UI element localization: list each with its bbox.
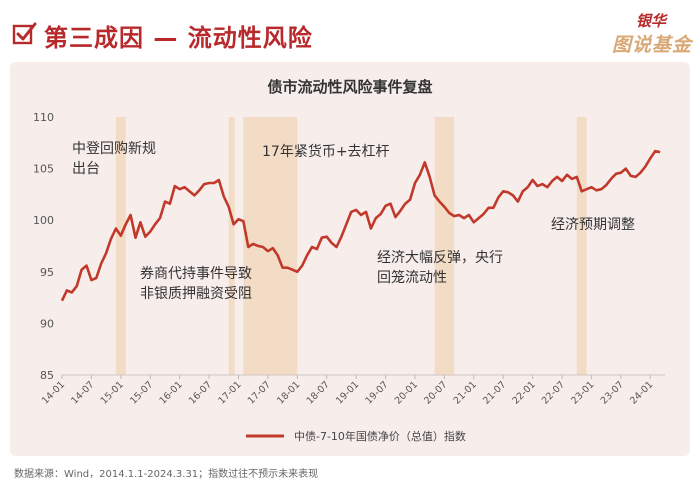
x-tick-label: 22-01: [510, 379, 537, 406]
annotation-2-line-1: 券商代持事件导致: [140, 266, 252, 282]
x-tick-label: 18-07: [305, 379, 332, 406]
shaded-period-2: [228, 117, 235, 375]
shaded-period-1: [115, 117, 126, 375]
x-tick-label: 17-01: [216, 379, 243, 406]
x-tick-label: 16-07: [187, 379, 214, 406]
annotation-4-line-2: 回笼流动性: [377, 269, 447, 286]
y-tick-label: 90: [40, 317, 54, 330]
y-tick-label: 105: [33, 163, 54, 176]
x-tick-label: 19-01: [334, 379, 361, 406]
annotation-2-line-2: 非银质押融资受阻: [140, 286, 252, 302]
annotation-1-line-1: 中登回购新规: [72, 141, 156, 157]
x-tick-label: 17-07: [246, 379, 273, 406]
y-tick-label: 100: [33, 214, 54, 227]
x-tick-label: 21-01: [452, 379, 479, 406]
x-tick-label: 15-07: [128, 379, 155, 406]
x-tick-label: 14-07: [69, 379, 96, 406]
brand-bottom-text: 图说基金: [611, 34, 692, 56]
y-tick-label: 95: [40, 266, 54, 279]
x-tick-label: 24-01: [628, 379, 655, 406]
legend-label: 中债-7-10年国债净价（总值）指数: [294, 429, 466, 443]
x-tick-label: 22-07: [540, 379, 567, 406]
checkbox-checked-icon: [12, 22, 37, 45]
chart-title: 债市流动性风险事件复盘: [267, 78, 433, 96]
brand-logo: 银华 图说基金: [600, 6, 692, 56]
shaded-period-4: [434, 117, 455, 375]
page-title: 第三成因 — 流动性风险: [44, 24, 313, 52]
annotation-1-line-2: 出台: [72, 161, 100, 177]
x-tick-label: 20-01: [393, 379, 420, 406]
x-tick-label: 18-01: [275, 379, 302, 406]
source-note: 数据来源：Wind，2014.1.1-2024.3.31；指数过往不预示未来表现: [14, 469, 319, 480]
y-tick-label: 110: [33, 111, 54, 124]
annotation-4-line-1: 经济大幅反弹，央行: [377, 250, 503, 266]
x-tick-label: 16-01: [157, 379, 184, 406]
series-line-1: [60, 149, 661, 302]
brand-top-text: 银华: [635, 12, 666, 30]
y-tick-label: 85: [40, 369, 54, 382]
x-tick-label: 23-07: [599, 379, 626, 406]
x-tick-label: 14-01: [40, 379, 67, 406]
annotation-5-line-1: 经济预期调整: [551, 217, 635, 233]
shaded-period-5: [576, 117, 587, 375]
shaded-period-3: [243, 117, 298, 375]
annotation-3-line-1: 17年紧货币+去杠杆: [262, 143, 390, 160]
x-tick-label: 19-07: [363, 379, 390, 406]
x-tick-label: 23-01: [569, 379, 596, 406]
x-tick-label: 15-01: [99, 379, 126, 406]
x-tick-label: 20-07: [422, 379, 449, 406]
x-tick-label: 21-07: [481, 379, 508, 406]
header: 第三成因 — 流动性风险 银华 图说基金: [0, 0, 700, 62]
